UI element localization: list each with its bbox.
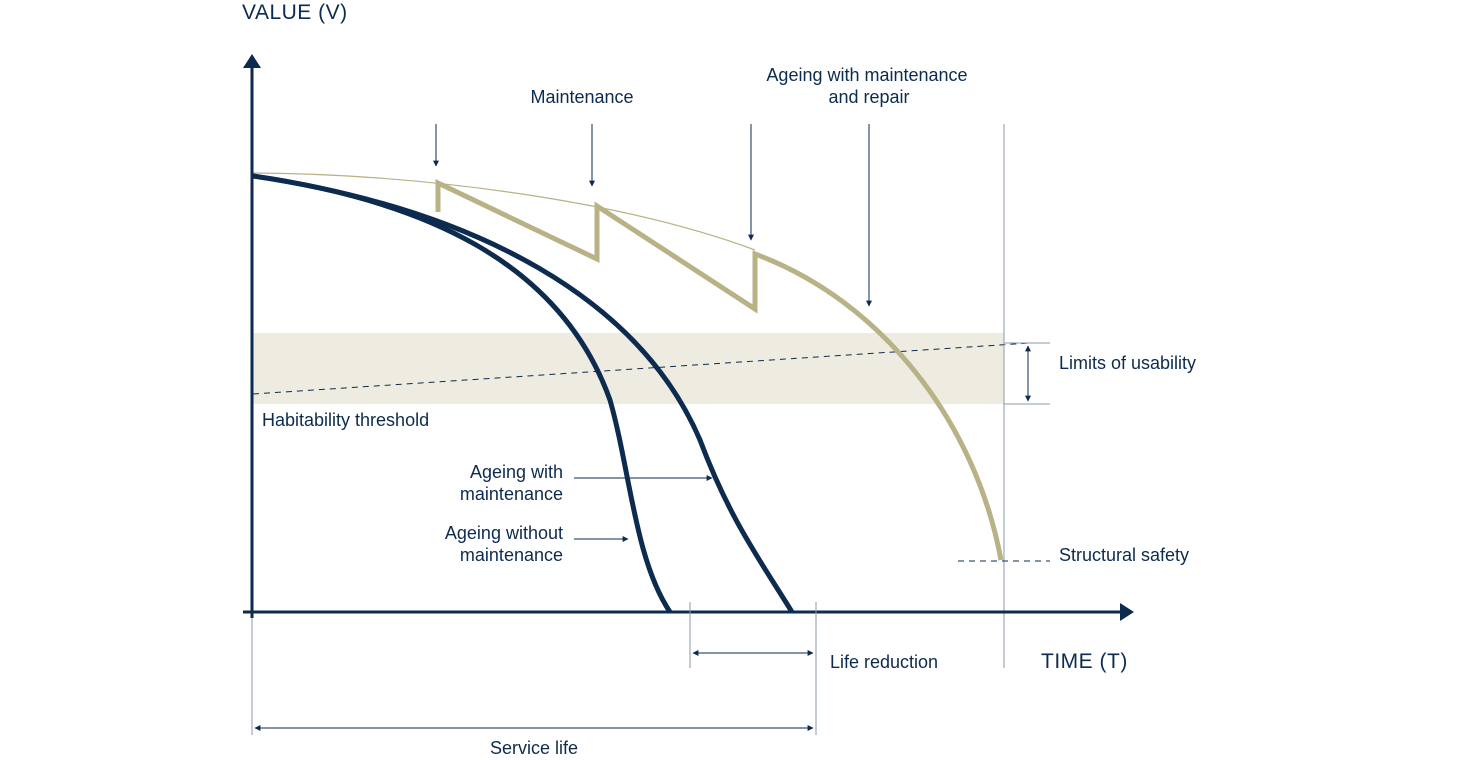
habitability-threshold-line <box>252 342 1031 395</box>
x-axis-arrowhead <box>1120 603 1134 621</box>
maintenance-label: Maintenance <box>530 87 633 107</box>
ageing-repair-label-line1: Ageing with maintenance <box>766 65 967 85</box>
ageing-with-label-line1: Ageing with <box>470 462 563 482</box>
ageing-with-maintenance-and-repair-curve <box>435 179 1004 561</box>
maintenance-envelope-curve <box>252 172 756 251</box>
ageing-repair-label-line2: and repair <box>828 87 909 107</box>
ageing-without-label-line2: maintenance <box>460 545 563 565</box>
y-axis-label: VALUE (V) <box>242 1 348 24</box>
structural-safety-label: Structural safety <box>1059 545 1189 565</box>
ageing-without-label-line1: Ageing without <box>445 523 563 543</box>
y-axis-arrowhead <box>243 54 261 68</box>
service-life-label: Service life <box>490 738 578 758</box>
life-reduction-label: Life reduction <box>830 652 938 672</box>
habitability-threshold-label: Habitability threshold <box>262 410 429 430</box>
usability-band <box>253 333 1004 404</box>
ageing-with-maintenance-curve <box>252 173 795 614</box>
ageing-with-label-line2: maintenance <box>460 484 563 504</box>
limits-usability-label: Limits of usability <box>1059 353 1196 373</box>
x-axis-label: TIME (T) <box>1041 650 1128 673</box>
